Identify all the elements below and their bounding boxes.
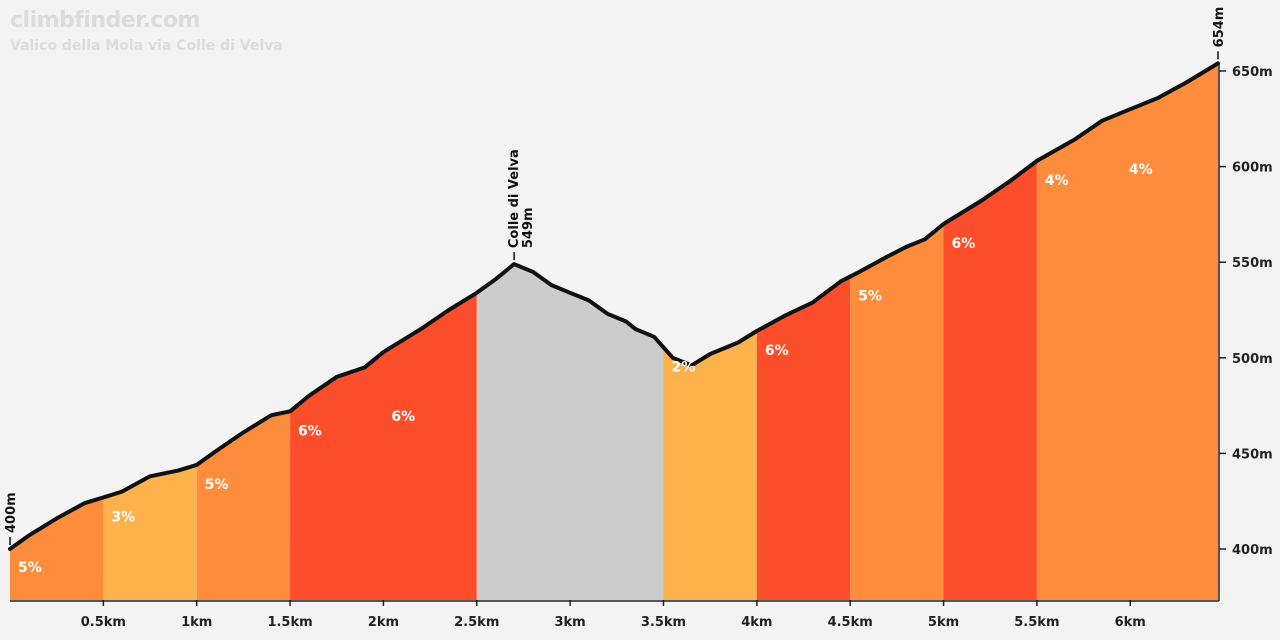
x-tick-label: 0.5km [81, 615, 126, 630]
gradient-segment-10 [1036, 63, 1218, 600]
y-tick-label: 650m [1232, 65, 1273, 80]
x-tick-label: 3.5km [641, 615, 686, 630]
gradient-segment-1 [10, 497, 104, 600]
chart-title: Valico della Mola via Colle di Velva [10, 38, 283, 54]
y-tick-label: 500m [1232, 352, 1273, 367]
grade-label: 5% [18, 560, 42, 576]
brand-logo-text: climbfinder.com [10, 8, 200, 33]
elevation-line [8, 61, 1220, 551]
x-tick-label: 4.5km [828, 615, 873, 630]
grade-label: 3% [111, 509, 135, 525]
gradient-segment-6 [663, 331, 757, 600]
gradient-segment-7 [756, 276, 851, 600]
grade-label: 6% [391, 409, 415, 425]
grade-label: 6% [765, 343, 789, 359]
summit-name-label: Colle di Velva [507, 149, 522, 248]
grade-label: 4% [1129, 162, 1153, 178]
grade-label: 2% [671, 359, 695, 375]
gradient-segment-5 [476, 264, 664, 600]
summit-elevation-label: 549m [521, 207, 536, 248]
x-tick-label: 2km [368, 615, 399, 630]
y-tick-label: 600m [1232, 161, 1273, 176]
gradient-segment-4 [290, 292, 477, 600]
grade-label: 5% [858, 289, 882, 305]
gradient-segment-3 [196, 411, 291, 600]
grade-label: 5% [205, 477, 229, 493]
grade-label: 6% [298, 423, 322, 439]
finish-elevation-label: 654m [1212, 7, 1227, 48]
x-tick-label: 5km [928, 615, 959, 630]
y-tick-label: 400m [1232, 543, 1273, 558]
gradient-segment-9 [943, 160, 1037, 600]
x-tick-label: 1.5km [267, 615, 312, 630]
y-tick-label: 550m [1232, 256, 1273, 271]
x-tick-label: 3km [554, 615, 585, 630]
gradient-segment-8 [850, 224, 944, 600]
x-tick-label: 5.5km [1014, 615, 1059, 630]
grade-label: 4% [1045, 173, 1069, 189]
y-tick-label: 450m [1232, 447, 1273, 462]
x-tick-label: 1km [181, 615, 212, 630]
start-elevation-label: 400m [4, 492, 19, 533]
x-tick-label: 6km [1115, 615, 1146, 630]
grade-label: 6% [952, 236, 976, 252]
gradient-segment-2 [103, 464, 197, 600]
x-tick-label: 4km [741, 615, 772, 630]
x-tick-label: 2.5km [454, 615, 499, 630]
